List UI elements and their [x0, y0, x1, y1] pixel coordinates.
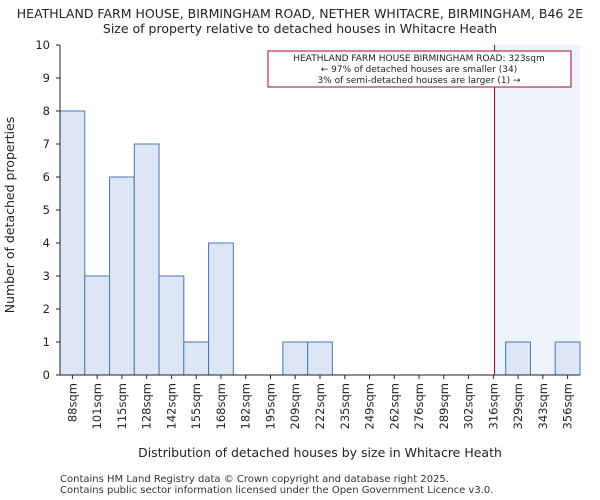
bars [59, 110, 581, 376]
x-tick-label: 182sqm [239, 383, 253, 429]
y-axis-label: Number of detached properties [2, 117, 17, 314]
y-tick-label: 2 [43, 302, 50, 316]
bar-88sqm [59, 110, 86, 376]
x-tick-label: 101sqm [90, 383, 104, 429]
footer-line-1: Contains HM Land Registry data © Crown c… [60, 474, 449, 485]
x-tick-label: 249sqm [363, 383, 377, 429]
highlight-region [494, 45, 580, 375]
bar-101sqm [84, 275, 111, 376]
y-tick-label: 8 [43, 104, 50, 118]
x-tick-label: 88sqm [65, 383, 79, 422]
highlight-shade [494, 45, 580, 375]
bar-329sqm [505, 341, 531, 376]
x-tick-label: 276sqm [412, 383, 426, 429]
footer-line-2: Contains public sector information licen… [60, 485, 494, 496]
bar-168sqm [208, 242, 234, 376]
x-axis-label: Distribution of detached houses by size … [138, 445, 502, 460]
bar-115sqm [109, 176, 135, 376]
x-tick-label: 235sqm [338, 383, 352, 429]
y-ticks: 0 1 2 3 4 5 6 7 8 9 10 [35, 38, 60, 382]
annotation-frame [267, 50, 572, 88]
bar-356sqm [554, 341, 581, 376]
x-ticks: 88sqm 101sqm 115sqm 128sqm 142sqm 155sqm 168sq… [65, 375, 575, 429]
chart-title: HEATHLAND FARM HOUSE, BIRMINGHAM ROAD, N… [17, 6, 584, 21]
x-tick-label: 128sqm [140, 383, 154, 429]
x-tick-label: 289sqm [437, 383, 451, 429]
x-tick-label: 262sqm [387, 383, 401, 429]
y-tick-label: 3 [43, 269, 50, 283]
x-tick-label: 356sqm [561, 383, 575, 429]
x-tick-label: 142sqm [164, 383, 178, 429]
x-tick-label: 222sqm [313, 383, 327, 429]
bar-209sqm [282, 341, 309, 376]
annotation-line-2: ← 97% of detached houses are smaller (34… [321, 65, 518, 75]
y-tick-label: 0 [43, 368, 50, 382]
y-tick-label: 4 [43, 236, 50, 250]
y-tick-label: 1 [43, 335, 50, 349]
annotation-line-3: 3% of semi-detached houses are larger (1… [317, 76, 521, 86]
x-tick-label: 209sqm [288, 383, 302, 429]
chart-subtitle: Size of property relative to detached ho… [103, 21, 497, 36]
x-tick-label: 115sqm [115, 383, 129, 429]
x-tick-label: 302sqm [462, 383, 476, 429]
bar-222sqm [307, 341, 333, 376]
x-tick-label: 343sqm [536, 383, 550, 429]
bar-155sqm [183, 341, 210, 376]
y-tick-label: 9 [43, 71, 50, 85]
x-tick-label: 155sqm [189, 383, 203, 429]
y-tick-label: 6 [43, 170, 50, 184]
x-tick-label: 329sqm [511, 383, 525, 429]
annotation-line-1: HEATHLAND FARM HOUSE BIRMINGHAM ROAD: 32… [293, 54, 544, 64]
x-tick-label: 316sqm [486, 383, 500, 429]
annotation-box: HEATHLAND FARM HOUSE BIRMINGHAM ROAD: 32… [267, 50, 572, 88]
bar-142sqm [158, 275, 185, 376]
x-tick-label: 168sqm [214, 383, 228, 429]
y-tick-label: 7 [43, 137, 50, 151]
x-tick-label: 195sqm [263, 383, 277, 429]
y-tick-label: 5 [43, 203, 50, 217]
y-tick-label: 10 [35, 38, 50, 52]
bar-128sqm [133, 143, 160, 376]
